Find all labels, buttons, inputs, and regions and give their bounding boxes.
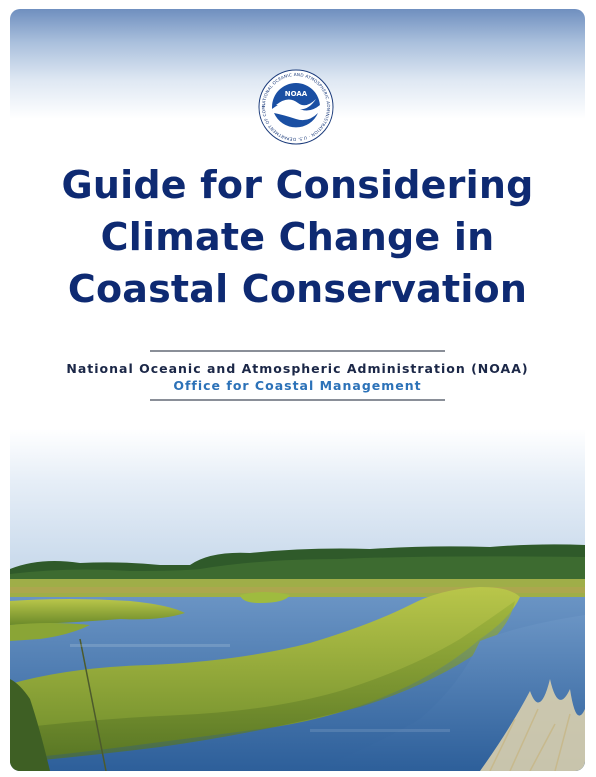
agency-name: National Oceanic and Atmospheric Adminis… (66, 361, 529, 376)
coastal-marsh-photo (10, 429, 585, 771)
noaa-logo-icon: NATIONAL OCEANIC AND ATMOSPHERIC ADMINIS… (258, 69, 334, 145)
report-cover: NATIONAL OCEANIC AND ATMOSPHERIC ADMINIS… (10, 9, 585, 771)
logo-text: NOAA (285, 90, 308, 98)
office-name: Office for Coastal Management (173, 378, 422, 393)
title-line-1: Guide for Considering (61, 163, 534, 207)
bottom-divider (150, 399, 445, 401)
title-line-3: Coastal Conservation (67, 267, 528, 311)
title-line-2: Climate Change in (100, 215, 495, 259)
top-divider (150, 350, 445, 352)
report-title: Guide for Considering Climate Change in … (10, 159, 585, 315)
